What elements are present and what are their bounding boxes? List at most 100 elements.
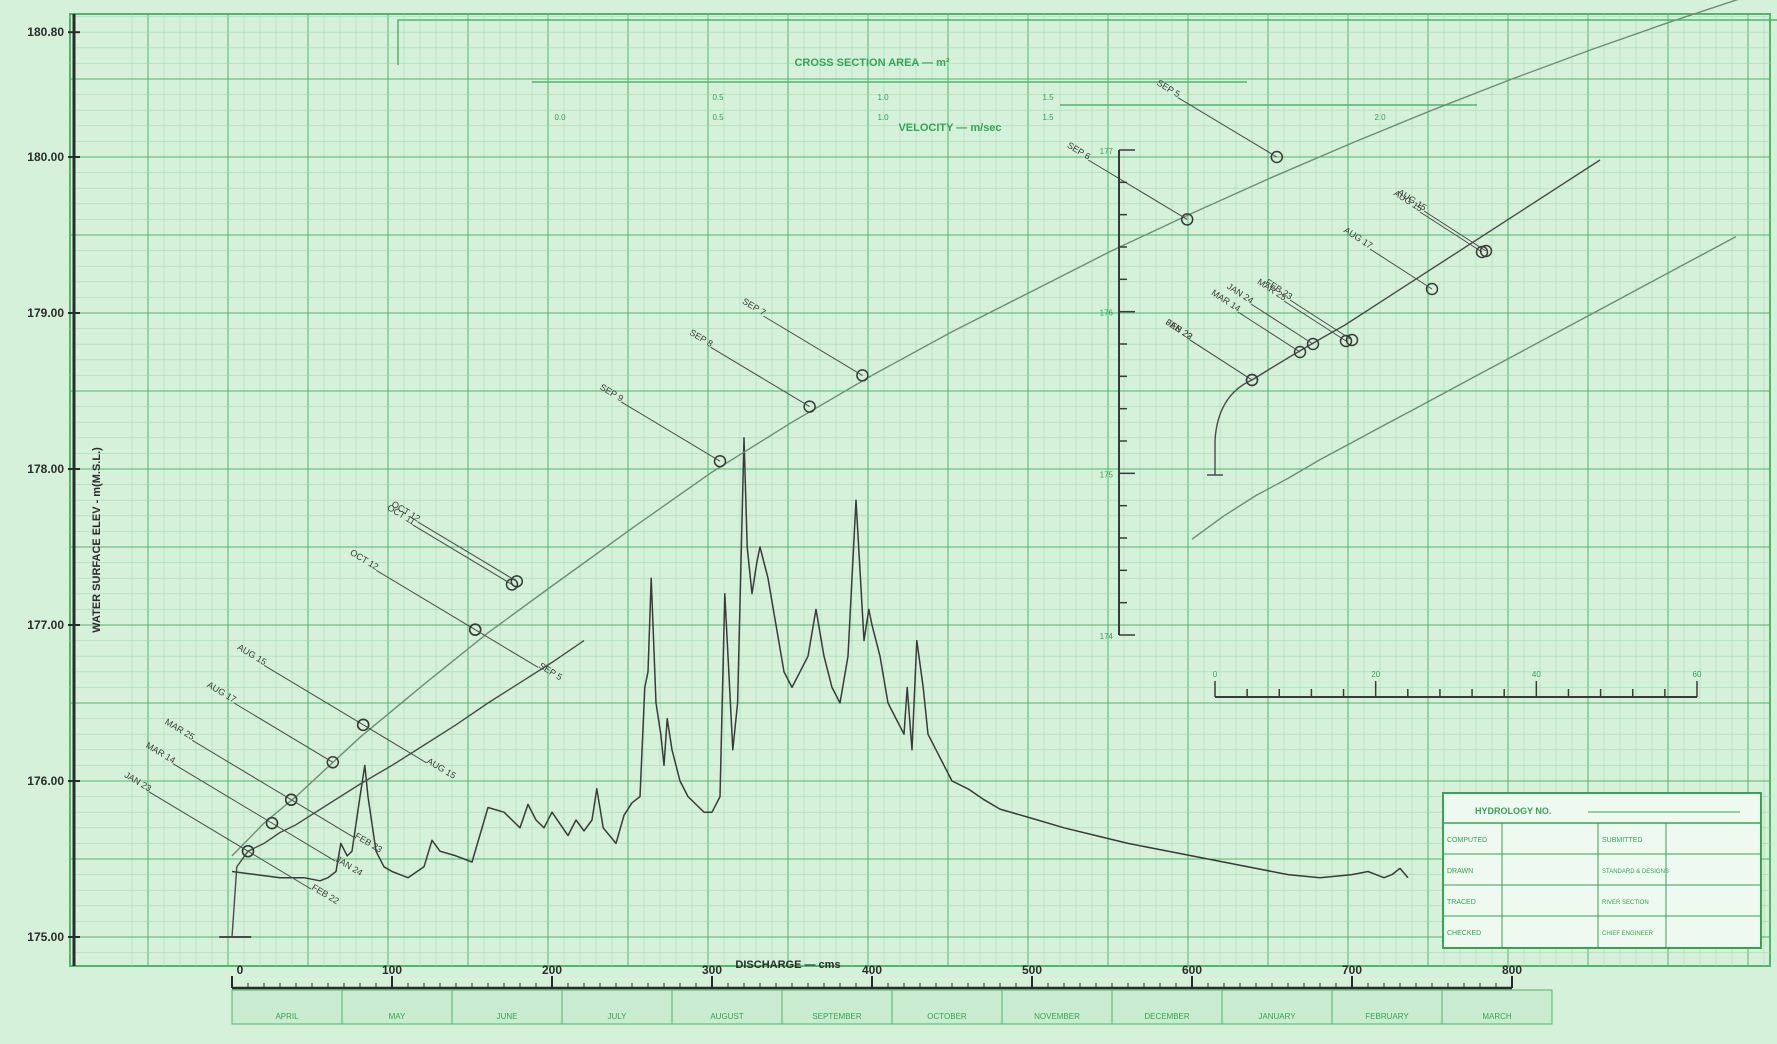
inset-y-tick-label: 174	[1100, 632, 1114, 641]
inset-measurement-leader	[1283, 300, 1347, 342]
x-tick-label: 500	[1022, 963, 1042, 977]
velocity-tick-label: 0.0	[554, 113, 566, 122]
measurement-leader	[362, 724, 427, 764]
measurement-leader	[172, 763, 273, 824]
x-tick-label: 100	[382, 963, 402, 977]
velocity-curve	[1191, 235, 1737, 540]
y-tick-label: 180.80	[27, 25, 64, 39]
inset-measurement-point	[1306, 337, 1320, 351]
velocity-tick-label: 1.5	[1042, 113, 1054, 122]
month-label: NOVEMBER	[1034, 1012, 1080, 1021]
y-tick-label: 180.00	[27, 150, 64, 164]
velocity-tick-label: 1.0	[877, 113, 889, 122]
measurement-leader	[148, 791, 249, 852]
month-label: JULY	[608, 1012, 628, 1021]
title-block-traced: TRACED	[1447, 899, 1476, 906]
x-tick-label: 700	[1342, 963, 1362, 977]
x-axis-title: DISCHARGE — cms	[735, 959, 840, 971]
area-tick-label: 1.5	[1042, 93, 1054, 102]
inset-measurement-leader	[1289, 299, 1353, 341]
month-label: SEPTEMBER	[812, 1012, 862, 1021]
x-tick-label: 0	[237, 963, 244, 977]
measurement-point	[803, 400, 816, 413]
month-label: JANUARY	[1258, 1012, 1296, 1021]
measurement-point	[326, 756, 340, 769]
inset-measurement-point	[1339, 334, 1353, 348]
hydrograph	[231, 437, 1409, 882]
measurement-leader	[271, 822, 336, 862]
measurement-leader	[290, 799, 355, 838]
inset-x-tick-label: 60	[1693, 670, 1702, 679]
title-block-section: RIVER SECTION	[1602, 900, 1649, 906]
measurement-leader	[474, 629, 539, 668]
measurement-point	[1180, 213, 1194, 226]
inset-y-tick-label: 176	[1100, 309, 1114, 318]
area-axis-title: CROSS SECTION AREA — m²	[794, 57, 949, 69]
month-label: APRIL	[275, 1012, 299, 1021]
velocity-axis-title: VELOCITY — m/sec	[898, 122, 1001, 134]
title-block-checked: CHECKED	[1447, 930, 1481, 937]
title-block-submitted: SUBMITTED	[1602, 837, 1642, 844]
measurement-leader	[191, 739, 292, 801]
inset-measurement-leader	[1189, 339, 1253, 381]
measurement-leader	[1177, 97, 1278, 158]
measurement-point	[356, 718, 370, 732]
measurement-leader	[263, 665, 364, 726]
measurement-leader	[417, 521, 518, 582]
measurement-leader	[233, 702, 334, 763]
inset-x-tick-label: 0	[1213, 670, 1218, 679]
y-tick-label: 176.00	[27, 774, 64, 788]
inset-measurement-leader	[1237, 311, 1301, 353]
inset-measurement-point	[1345, 333, 1359, 347]
measurement-leader	[375, 569, 476, 631]
velocity-tick-label: 0.5	[712, 113, 724, 122]
title-block-heading: HYDROLOGY NO.	[1475, 806, 1551, 816]
y-tick-label: 179.00	[27, 306, 64, 320]
x-tick-label: 800	[1502, 963, 1522, 977]
month-label: JUNE	[497, 1012, 518, 1021]
y-axis-title: WATER SURFACE ELEV - m(M.S.L.)	[91, 447, 103, 633]
axes: 175.00 176.00 177.00 178.00 179.00 180.00 180.…	[27, 14, 1553, 1025]
measurement-point	[713, 454, 727, 468]
inset-y-tick-label: 175	[1100, 470, 1114, 479]
measurement-point	[468, 623, 482, 636]
y-tick-label: 177.00	[27, 618, 64, 632]
grid: 0.5 1.0 1.5 0.0 0.5 1.0 1.5 2.0	[69, 13, 1777, 967]
measurement-leader	[1087, 159, 1188, 220]
x-tick-label: 300	[702, 963, 722, 977]
month-label: OCTOBER	[927, 1012, 967, 1021]
inset-x-tick-label: 20	[1371, 670, 1380, 679]
measurement-point	[856, 369, 869, 382]
inset-y-tick-label: 177	[1100, 147, 1114, 156]
area-tick-label: 1.0	[877, 93, 889, 102]
inset-measurement-leader	[1419, 211, 1483, 253]
inset-measurement-point	[1293, 345, 1307, 359]
inset-measurement-point	[1245, 373, 1259, 387]
measurement-leader	[763, 315, 863, 376]
title-block: HYDROLOGY NO. COMPUTED DRAWN TRACED CHEC…	[1442, 792, 1762, 949]
title-block-computed: COMPUTED	[1447, 837, 1487, 844]
measurement-point	[265, 816, 279, 830]
area-tick-label: 0.5	[712, 93, 724, 102]
month-label: MAY	[389, 1012, 406, 1021]
x-tick-label: 600	[1182, 963, 1202, 977]
measurement-leader	[247, 850, 312, 890]
area-axis-frame	[397, 19, 1777, 65]
velocity-tick-label: 2.0	[1374, 113, 1386, 122]
measurement-point	[284, 793, 298, 806]
measurement-leader	[710, 346, 810, 408]
y-tick-label: 175.00	[27, 930, 64, 944]
month-label: FEBRUARY	[1365, 1012, 1409, 1021]
month-label: AUGUST	[710, 1012, 743, 1021]
measurement-leader	[620, 401, 721, 462]
inset-measurement-leader	[1369, 248, 1433, 290]
inset-x-tick-label: 40	[1532, 670, 1541, 679]
measurement-leader	[412, 524, 513, 585]
x-tick-label: 400	[862, 963, 882, 977]
title-block-chief: CHIEF ENGINEER	[1602, 931, 1654, 937]
rating-curve	[231, 0, 1739, 857]
title-block-drawn: DRAWN	[1447, 868, 1473, 875]
inset-velocity-curve	[1207, 159, 1601, 476]
inset-measurement-point	[1425, 282, 1439, 296]
